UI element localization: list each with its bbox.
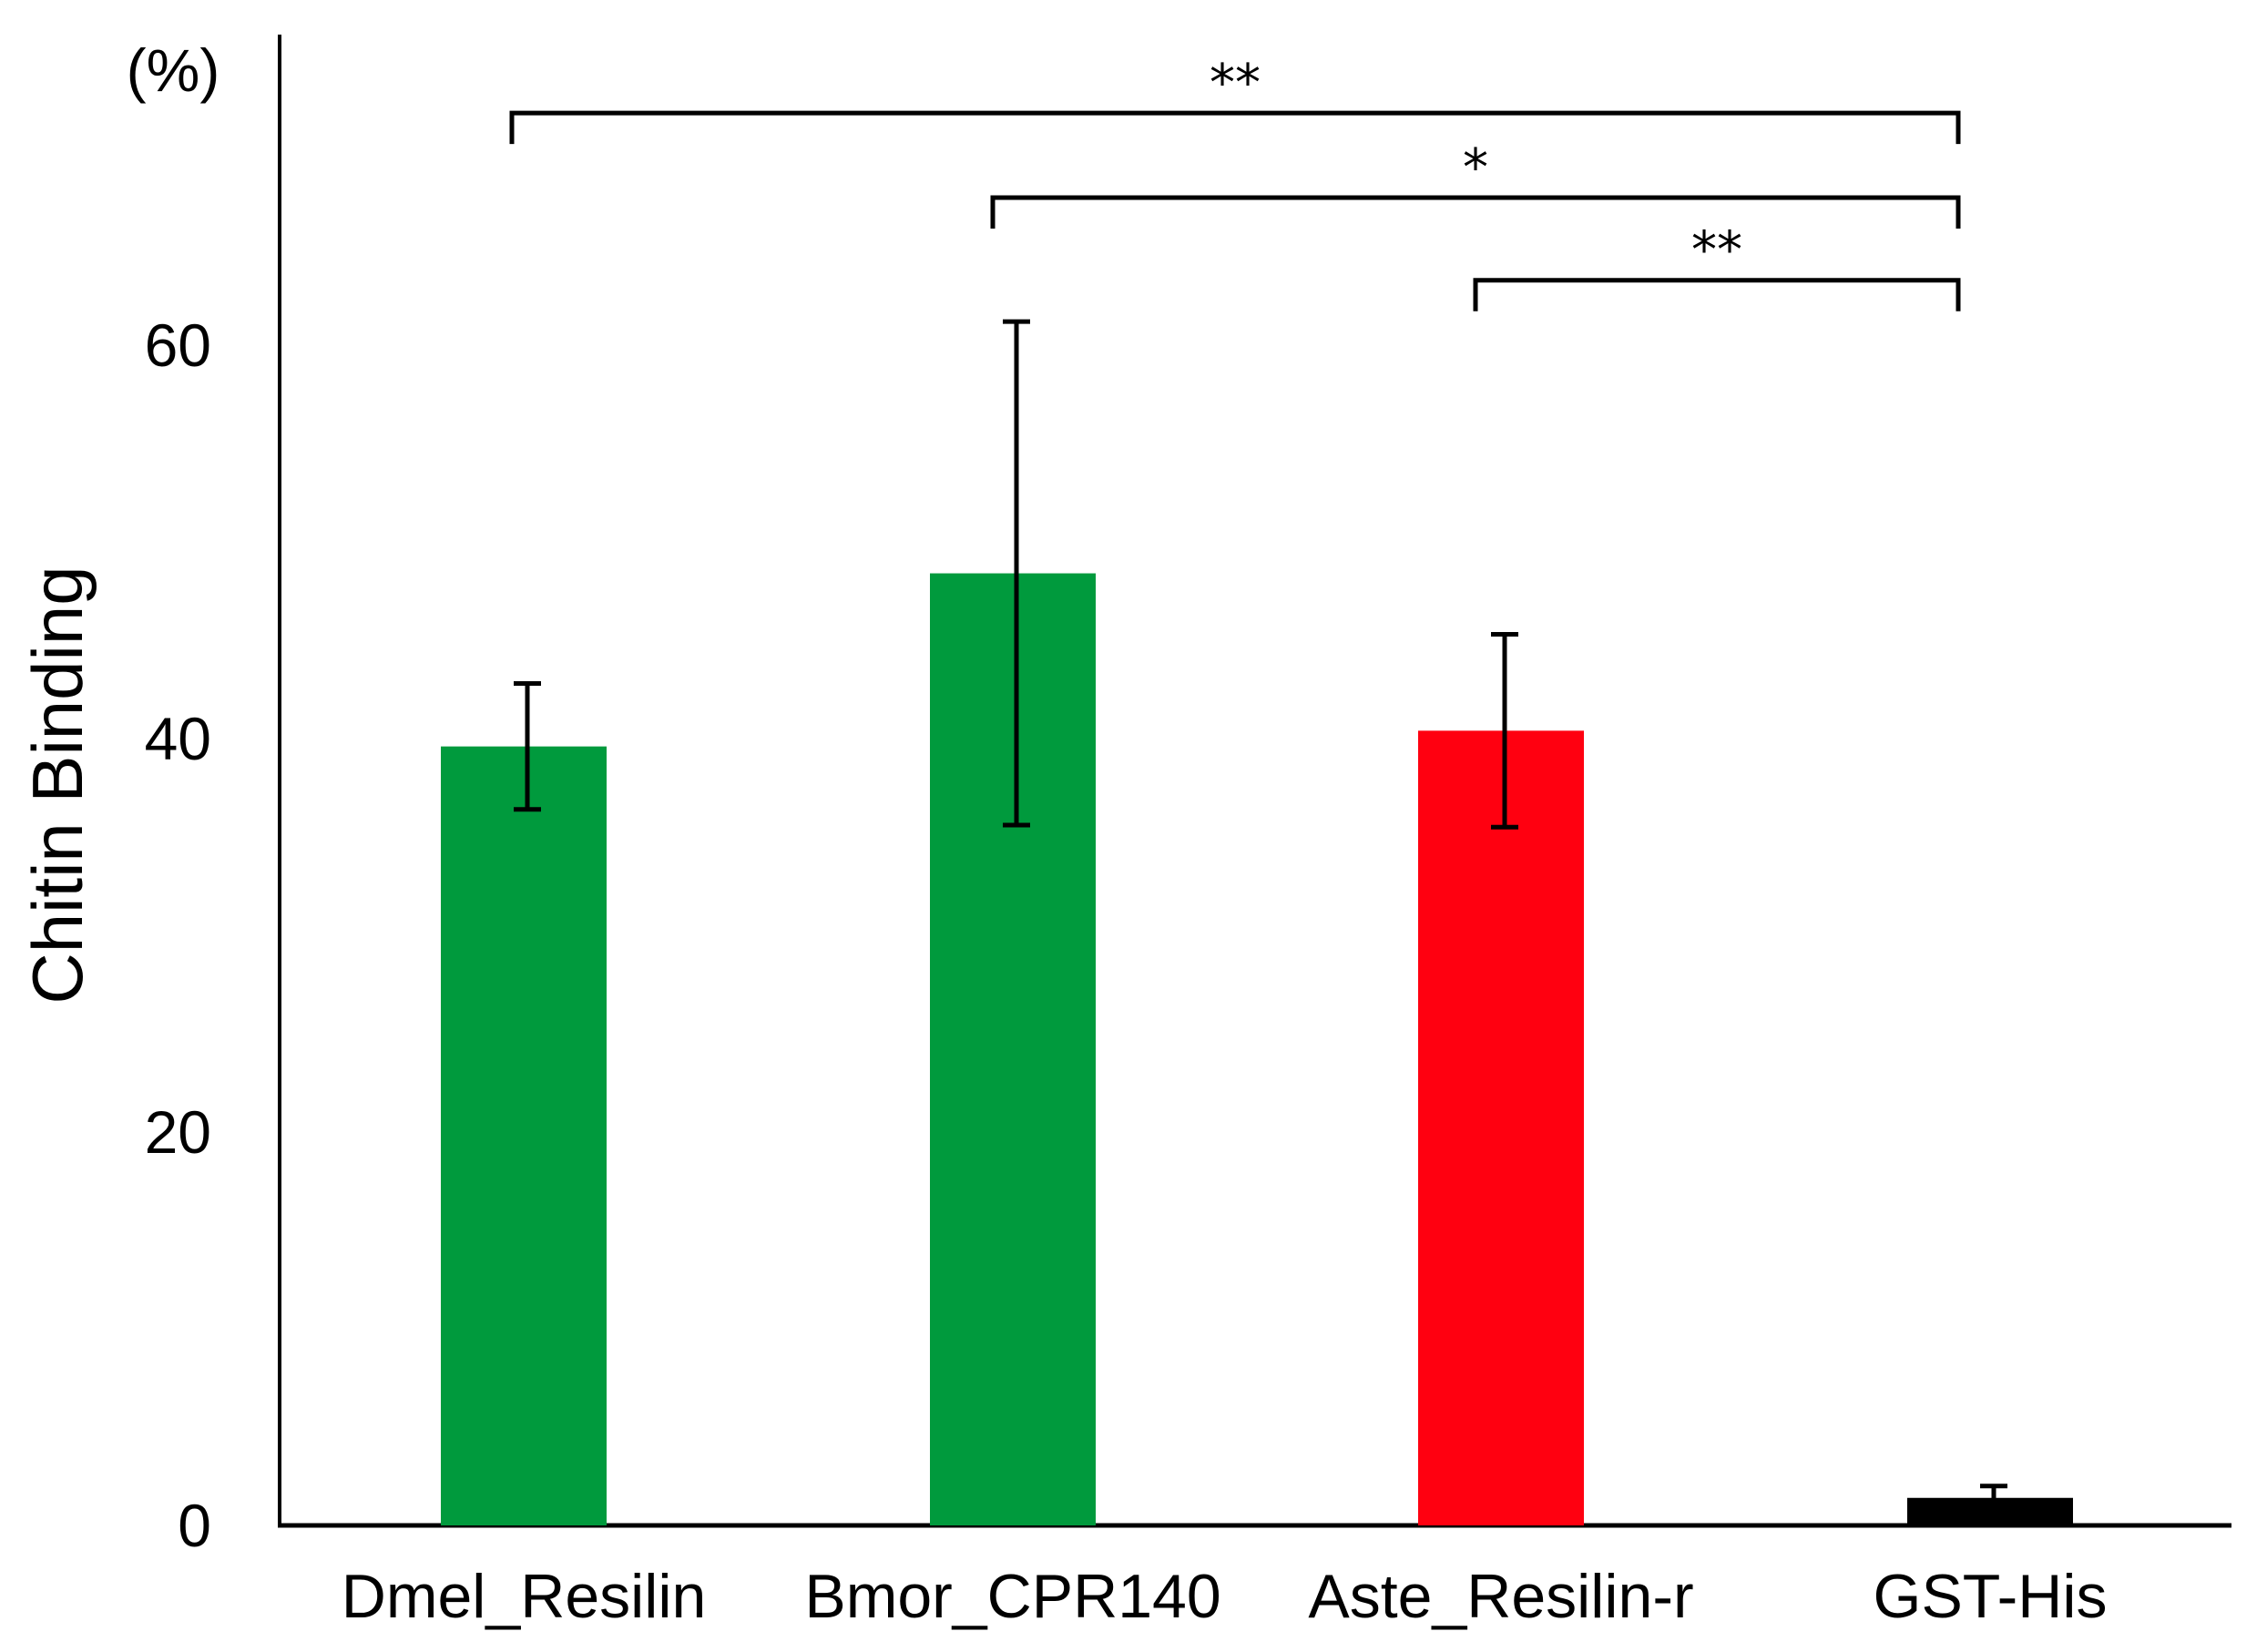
- sig-bracket-line: [990, 195, 1961, 229]
- y-tick-label: 20: [145, 1098, 211, 1166]
- bars: [441, 573, 2073, 1525]
- bar-1: [930, 573, 1096, 1525]
- sig-bracket-line: [509, 110, 1961, 145]
- sig-bracket-0: **: [509, 54, 1961, 145]
- sig-bracket-2: **: [1473, 221, 1961, 311]
- error-bar-2: [1491, 632, 1518, 830]
- bar-2: [1418, 730, 1584, 1525]
- sig-label: **: [1210, 54, 1261, 113]
- sig-label: **: [1691, 221, 1742, 280]
- bar-0: [441, 746, 607, 1525]
- y-tick-label: 40: [145, 705, 211, 772]
- y-axis-title: Chitin Binding: [17, 566, 97, 1004]
- sig-label: *: [1463, 138, 1488, 198]
- error-bar-1: [1003, 319, 1030, 828]
- x-category-label: Bmor_CPR140: [804, 1562, 1220, 1631]
- x-category-label: Dmel_Resilin: [342, 1562, 707, 1631]
- y-tick-label: 60: [145, 311, 211, 379]
- sig-bracket-1: *: [990, 138, 1961, 229]
- sig-bracket-line: [1473, 278, 1961, 311]
- y-tick-label: 0: [178, 1492, 211, 1559]
- x-category-label: GST-His: [1874, 1562, 2108, 1631]
- labels: 0 20 40 60 (%) Chitin Binding Dmel_Resilin Bmor…: [17, 36, 2107, 1631]
- error-bars: [514, 319, 2007, 1513]
- y-unit-label: (%): [127, 36, 220, 104]
- error-bar-3: [1980, 1484, 2007, 1513]
- significance-brackets: *****: [509, 54, 1961, 311]
- x-category-label: Aste_Resilin-r: [1308, 1562, 1693, 1631]
- error-bar-0: [514, 681, 541, 812]
